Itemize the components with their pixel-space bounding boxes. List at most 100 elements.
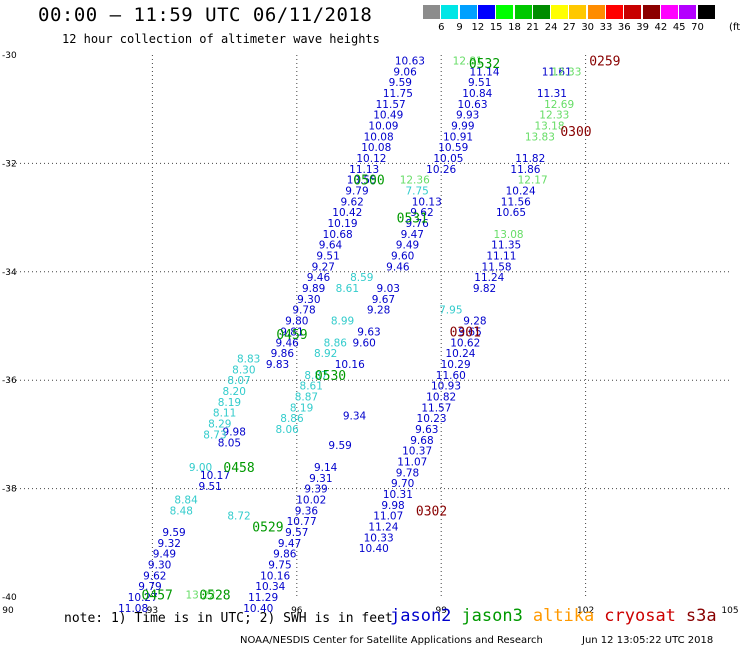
- time-label: 0259: [589, 54, 620, 69]
- data-point-label: 9.98: [381, 500, 404, 512]
- data-point-label: 11.31: [537, 88, 567, 100]
- data-point-label: 9.62: [410, 207, 433, 219]
- time-label: 0300: [560, 125, 591, 140]
- data-point-label: 10.31: [383, 489, 413, 501]
- data-point-label: 10.02: [296, 494, 326, 506]
- scale-label: 24: [544, 22, 558, 33]
- chart-subtitle: 12 hour collection of altimeter wave hei…: [62, 32, 380, 46]
- data-point-label: 11.57: [376, 99, 406, 111]
- data-point-label: 10.23: [417, 413, 447, 425]
- data-point-label: 9.46: [275, 337, 299, 349]
- data-point-label: 8.59: [350, 272, 373, 284]
- data-point-label: 8.06: [275, 424, 299, 436]
- data-point-label: 10.84: [462, 88, 492, 100]
- data-point-label: 9.03: [377, 283, 400, 295]
- scale-swatch: [642, 5, 660, 19]
- data-point-label: 10.16: [335, 359, 365, 371]
- data-point-label: 13.83: [525, 131, 555, 143]
- scale-swatch: [624, 5, 642, 19]
- y-tick-label: -30: [2, 51, 17, 61]
- data-point-label: 9.70: [391, 478, 414, 490]
- y-tick-label: -40: [2, 593, 17, 603]
- data-point-label: 9.78: [396, 467, 419, 479]
- data-point-label: 13.08: [494, 229, 524, 241]
- y-tick-label: -34: [2, 268, 17, 278]
- data-point-label: 9.49: [396, 240, 419, 252]
- data-point-label: 9.86: [271, 348, 295, 360]
- scale-label: 30: [581, 22, 595, 33]
- data-point-label: 10.82: [426, 391, 456, 403]
- scale-swatch: [423, 5, 440, 19]
- data-point-label: 12.69: [544, 99, 574, 111]
- data-point-label: 8.87: [295, 391, 318, 403]
- scale-swatch: [697, 5, 715, 19]
- data-point-label: 8.86: [324, 337, 348, 349]
- data-point-label: 12.33: [539, 110, 569, 122]
- data-point-label: 8.48: [170, 505, 193, 517]
- data-point-label: 9.99: [451, 120, 474, 132]
- scale-swatch: [569, 5, 587, 19]
- data-point-label: 9.30: [148, 559, 171, 571]
- data-point-label: 10.26: [426, 164, 456, 176]
- data-point-label: 9.60: [391, 251, 414, 263]
- data-point-label: 9.89: [302, 283, 325, 295]
- data-point-label: 9.00: [189, 462, 212, 474]
- scale-label: 18: [508, 22, 521, 33]
- legend-item: cryosat: [604, 606, 676, 626]
- legend-item: altika: [532, 606, 595, 626]
- data-point-label: 9.59: [389, 77, 412, 89]
- data-point-label: 9.51: [468, 77, 491, 89]
- data-point-label: 10.68: [323, 229, 353, 241]
- data-point-label: 9.78: [292, 305, 315, 317]
- scale-swatch: [660, 5, 678, 19]
- scale-label: 33: [599, 22, 613, 33]
- scale-swatch: [587, 5, 605, 19]
- data-point-label: 11.07: [373, 511, 403, 523]
- data-point-label: 8.11: [213, 408, 236, 420]
- data-point-label: 9.64: [319, 240, 343, 252]
- data-point-label: 10.62: [450, 337, 480, 349]
- data-point-label: 11.13: [349, 164, 379, 176]
- data-point-label: 9.67: [372, 294, 395, 306]
- data-point-label: 9.30: [297, 294, 320, 306]
- data-point-label: 9.31: [309, 473, 332, 485]
- data-point-label: 10.93: [431, 381, 461, 393]
- data-point-label: 8.99: [331, 316, 354, 328]
- data-point-label: 11.08: [118, 603, 148, 615]
- x-tick-label: 102: [577, 606, 594, 616]
- data-point-label: 9.82: [473, 283, 496, 295]
- data-point-label: 9.47: [278, 538, 301, 550]
- data-point-label: 9.63: [357, 326, 380, 338]
- data-point-label: 10.27: [128, 592, 158, 604]
- data-point-label: 10.42: [332, 207, 362, 219]
- data-point-label: 8.07: [227, 375, 250, 387]
- data-point-label: 10.19: [327, 218, 357, 230]
- data-point-label: 12.36: [400, 175, 430, 187]
- data-point-label: 12.17: [518, 175, 548, 187]
- scale-swatch: [441, 5, 459, 19]
- scale-label: 12: [471, 22, 485, 33]
- time-label: 0458: [223, 461, 254, 476]
- data-point-label: 8.84: [174, 494, 198, 506]
- data-point-label: 8.72: [227, 511, 250, 523]
- footer-credit: NOAA/NESDIS Center for Satellite Applica…: [240, 635, 543, 646]
- data-point-label: 9.62: [143, 570, 166, 582]
- data-point-label: 10.33: [364, 532, 394, 544]
- data-point-label: 11.60: [436, 370, 466, 382]
- scale-label: 36: [617, 22, 631, 33]
- scale-label: 15: [489, 22, 503, 33]
- data-point-label: 9.39: [304, 484, 327, 496]
- data-point-label: 11.24: [368, 522, 398, 534]
- data-point-label: 9.60: [352, 337, 375, 349]
- data-point-label: 8.92: [314, 348, 337, 360]
- data-point-label: 9.81: [280, 326, 303, 338]
- chart-title: 00:00 – 11:59 UTC 06/11/2018: [38, 4, 373, 26]
- y-tick-label: -38: [2, 485, 17, 495]
- data-point-label: 10.12: [356, 153, 386, 165]
- data-point-label: 10.63: [457, 99, 487, 111]
- data-point-label: 11.35: [491, 240, 521, 252]
- footer-note: note: 1) Time is in UTC; 2) SWH is in fe…: [64, 611, 393, 626]
- data-point-label: 9.93: [456, 110, 479, 122]
- data-point-label: 13.22: [186, 589, 216, 601]
